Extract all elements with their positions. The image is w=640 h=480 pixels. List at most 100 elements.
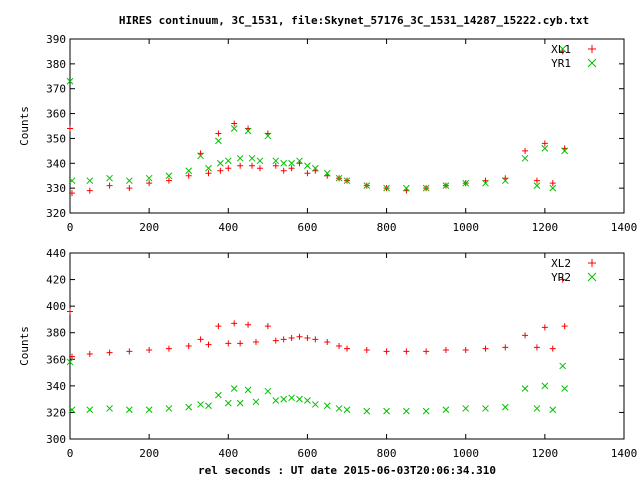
- bottom-x-tick-label: 0: [67, 447, 74, 460]
- top-point-yr1: [549, 184, 557, 192]
- bottom-point-xl2: [344, 345, 350, 352]
- bottom-point-xl2: [68, 353, 75, 360]
- bottom-y-tick-label: 440: [46, 247, 66, 260]
- top-point-xl1: [217, 167, 224, 174]
- top-point-xl1: [126, 185, 133, 192]
- top-point-xl1: [106, 182, 113, 189]
- top-point-xl1: [86, 187, 93, 194]
- bottom-point-xl2: [205, 341, 212, 348]
- top-point-yr1: [541, 145, 549, 152]
- bottom-point-xl2: [86, 350, 93, 357]
- bottom-legend-marker-xl2: [588, 259, 596, 267]
- top-point-yr1: [66, 77, 74, 85]
- bottom-y-tick-label: 340: [46, 380, 66, 393]
- bottom-legend-label-yr2: YR2: [551, 271, 571, 284]
- top-point-yr1: [224, 157, 232, 165]
- top-point-yr1: [521, 154, 529, 162]
- chart-title: HIRES continuum, 3C_1531, file:Skynet_57…: [119, 14, 589, 27]
- top-point-yr1: [383, 184, 390, 192]
- top-point-yr1: [304, 162, 311, 170]
- bottom-point-xl2: [442, 346, 449, 353]
- top-point-yr1: [197, 152, 204, 160]
- top-series-xl1: [67, 48, 568, 197]
- top-point-yr1: [264, 132, 272, 140]
- top-x-tick-label: 400: [218, 221, 238, 234]
- bottom-series-xl2: [67, 276, 568, 360]
- bottom-x-tick-label: 1000: [452, 447, 479, 460]
- bottom-point-yr2: [311, 401, 319, 408]
- top-point-yr1: [296, 157, 303, 165]
- bottom-point-xl2: [280, 336, 287, 343]
- top-point-yr1: [533, 182, 541, 190]
- bottom-point-yr2: [230, 385, 238, 392]
- bottom-point-yr2: [66, 358, 74, 366]
- top-point-xl1: [237, 162, 244, 169]
- top-point-yr1: [145, 174, 153, 182]
- top-x-tick-label: 200: [139, 221, 159, 234]
- top-legend-marker-xl1: [588, 45, 596, 53]
- top-y-tick-label: 380: [46, 58, 66, 71]
- top-point-yr1: [403, 184, 410, 192]
- bottom-point-xl2: [106, 349, 113, 356]
- top-point-yr1: [256, 157, 264, 165]
- bottom-point-yr2: [272, 397, 280, 404]
- bottom-x-tick-label: 400: [218, 447, 238, 460]
- bottom-point-yr2: [236, 399, 244, 407]
- top-point-yr1: [86, 177, 94, 185]
- bottom-point-yr2: [363, 407, 371, 415]
- top-point-xl1: [215, 130, 222, 137]
- top-x-tick-label: 800: [377, 221, 397, 234]
- top-point-yr1: [106, 174, 113, 182]
- top-y-tick-label: 340: [46, 157, 66, 170]
- bottom-y-axis-label: Counts: [18, 326, 31, 366]
- bottom-y-tick-label: 300: [46, 433, 66, 446]
- bottom-point-xl2: [225, 340, 232, 347]
- bottom-x-tick-label: 800: [377, 447, 397, 460]
- bottom-point-yr2: [482, 405, 489, 412]
- top-legend-label-yr1: YR1: [551, 57, 571, 70]
- bottom-plot-frame: [69, 252, 625, 440]
- bottom-point-yr2: [264, 387, 272, 395]
- bottom-point-xl2: [363, 346, 370, 353]
- bottom-point-xl2: [482, 345, 489, 352]
- bottom-legend-marker-yr2: [587, 272, 597, 282]
- top-plot-frame: [69, 38, 625, 214]
- bottom-point-yr2: [521, 385, 529, 392]
- top-point-yr1: [501, 177, 509, 185]
- top-series-yr1: [66, 45, 568, 192]
- top-point-yr1: [165, 172, 173, 180]
- bottom-point-yr2: [126, 406, 133, 414]
- top-point-yr1: [323, 169, 331, 177]
- top-point-xl1: [68, 190, 75, 197]
- top-point-xl1: [304, 170, 311, 177]
- top-y-tick-label: 390: [46, 33, 66, 46]
- bottom-y-tick-label: 420: [46, 274, 66, 287]
- top-point-xl1: [67, 125, 73, 132]
- bottom-point-xl2: [67, 308, 73, 315]
- top-axis-ticks: 0 200 400 600 800 1000 1200 1400 320 330 340 350 360…: [46, 33, 637, 234]
- bottom-point-yr2: [197, 401, 204, 408]
- bottom-x-tick-label: 200: [139, 447, 159, 460]
- bottom-point-yr2: [304, 397, 311, 404]
- x-axis-label: rel seconds : UT date 2015-06-03T20:06:3…: [198, 464, 496, 477]
- bottom-point-yr2: [335, 405, 343, 412]
- bottom-point-xl2: [264, 323, 271, 330]
- bottom-point-yr2: [442, 406, 450, 414]
- bottom-point-yr2: [296, 395, 303, 403]
- bottom-point-yr2: [422, 407, 430, 415]
- bottom-point-xl2: [231, 320, 238, 327]
- bottom-point-xl2: [403, 348, 410, 355]
- bottom-point-xl2: [165, 345, 172, 352]
- top-y-tick-label: 320: [46, 207, 66, 220]
- bottom-point-xl2: [561, 323, 568, 330]
- bottom-point-xl2: [462, 346, 469, 353]
- bottom-legend-label-xl2: XL2: [551, 257, 571, 270]
- top-point-xl1: [549, 180, 556, 187]
- top-point-yr1: [68, 177, 76, 185]
- bottom-point-xl2: [304, 335, 311, 342]
- top-point-yr1: [230, 125, 238, 132]
- bottom-point-xl2: [541, 324, 548, 331]
- bottom-point-xl2: [146, 346, 153, 353]
- bottom-point-xl2: [126, 348, 133, 355]
